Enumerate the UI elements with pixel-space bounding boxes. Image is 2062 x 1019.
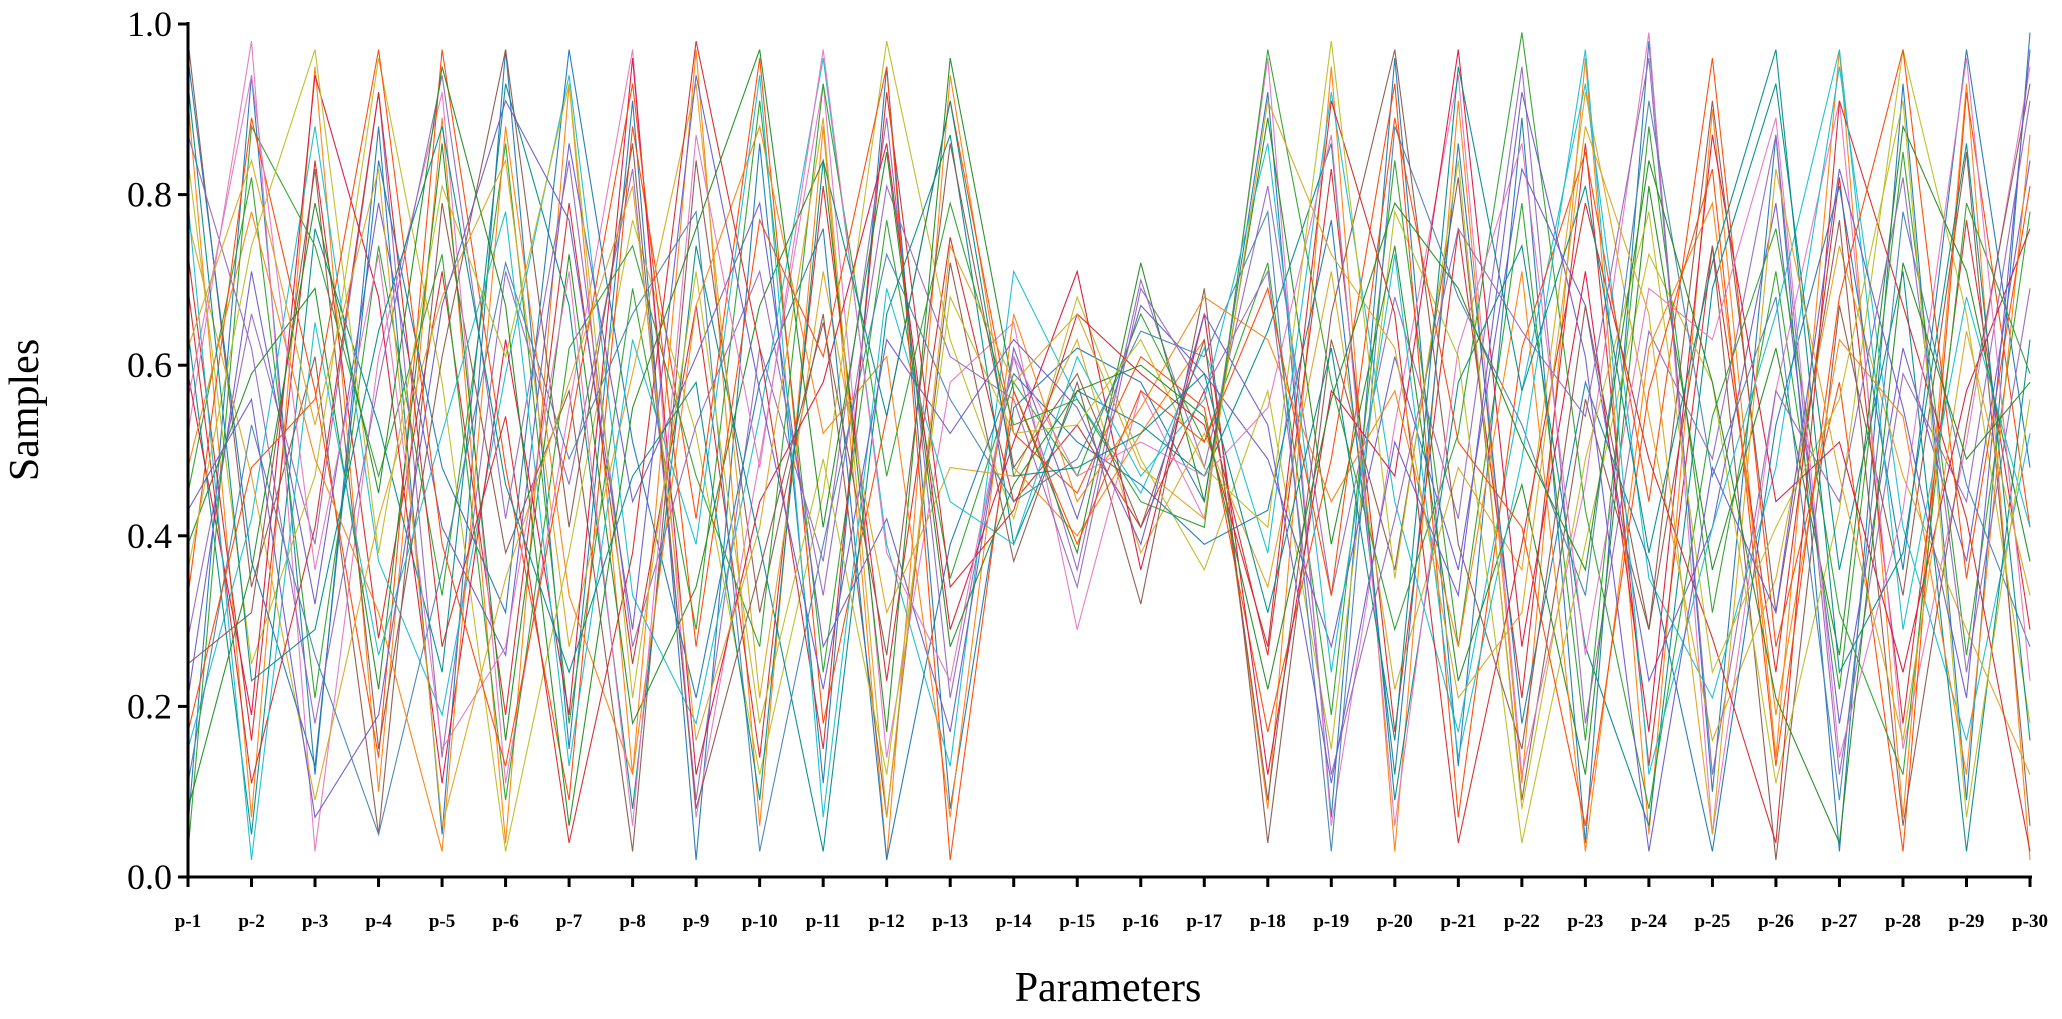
x-tick-label: p-29 xyxy=(1949,911,1985,932)
sample-line-6 xyxy=(187,41,2031,860)
x-tick-label: p-2 xyxy=(238,911,264,932)
x-tick-label: p-14 xyxy=(996,911,1032,932)
x-tick-label: p-19 xyxy=(1313,911,1349,932)
x-tick-label: p-10 xyxy=(742,911,778,932)
y-tick-label: 0.8 xyxy=(127,175,172,215)
x-tick-label: p-16 xyxy=(1123,911,1159,932)
sample-line-29 xyxy=(187,98,2031,835)
axes: 0.0 0.2 0.4 0.6 0.8 1.0 p-1 p-2 p-3 p-4 p-5 p-6 p-7 p… xyxy=(127,4,2048,932)
sample-line-17 xyxy=(187,49,2031,861)
sample-line-28 xyxy=(187,49,2031,852)
x-tick-label: p-12 xyxy=(869,911,905,932)
y-tick-label: 0.4 xyxy=(127,516,172,556)
x-tick-label: p-26 xyxy=(1758,911,1794,932)
sample-line-20 xyxy=(187,40,2031,852)
x-tick-label: p-11 xyxy=(806,911,841,932)
x-tick-label: p-23 xyxy=(1567,911,1603,932)
x-tick-label: p-21 xyxy=(1440,911,1476,932)
sample-line-26 xyxy=(187,49,2031,860)
x-tick-label: p-20 xyxy=(1377,911,1413,932)
sample-lines xyxy=(187,32,2031,861)
y-tick-label: 0.0 xyxy=(127,857,172,897)
x-tick-label: p-30 xyxy=(2012,911,2048,932)
sample-line-15 xyxy=(187,49,2031,784)
x-tick-label: p-1 xyxy=(175,911,201,932)
x-tick-label: p-13 xyxy=(932,911,968,932)
sample-line-7 xyxy=(187,32,2031,852)
x-tick-label: p-9 xyxy=(683,911,709,932)
x-tick-label: p-22 xyxy=(1504,911,1540,932)
x-tick-label: p-7 xyxy=(556,911,583,932)
y-tick-label: 0.2 xyxy=(127,686,172,726)
sample-line-10 xyxy=(187,49,2031,852)
x-tick-label: p-27 xyxy=(1821,911,1857,932)
sample-line-2 xyxy=(187,49,2031,860)
y-tick-label: 0.6 xyxy=(127,345,172,385)
sample-line-21 xyxy=(187,58,2031,775)
x-axis-title: Parameters xyxy=(1015,965,1202,1011)
x-tick-label: p-5 xyxy=(429,911,455,932)
sample-line-25 xyxy=(187,41,2031,818)
x-tick-label: p-24 xyxy=(1631,911,1667,932)
x-tick-label: p-4 xyxy=(365,911,392,932)
x-tick-label: p-18 xyxy=(1250,911,1286,932)
sample-line-14 xyxy=(187,57,2031,775)
y-tick-label: 1.0 xyxy=(127,4,172,44)
sample-line-30 xyxy=(187,49,2031,846)
x-tick-label: p-15 xyxy=(1059,911,1095,932)
sample-line-16 xyxy=(187,100,2031,852)
x-tick-label: p-25 xyxy=(1694,911,1730,932)
y-axis-title: Samples xyxy=(2,339,48,481)
sample-line-27 xyxy=(187,49,2031,801)
x-tick-label: p-28 xyxy=(1885,911,1921,932)
x-tick-label: p-6 xyxy=(492,911,518,932)
x-tick-label: p-17 xyxy=(1186,911,1222,932)
sample-line-12 xyxy=(187,143,2031,733)
sample-line-23 xyxy=(187,49,2031,826)
x-tick-label: p-8 xyxy=(619,911,645,932)
x-tick-label: p-3 xyxy=(302,911,328,932)
